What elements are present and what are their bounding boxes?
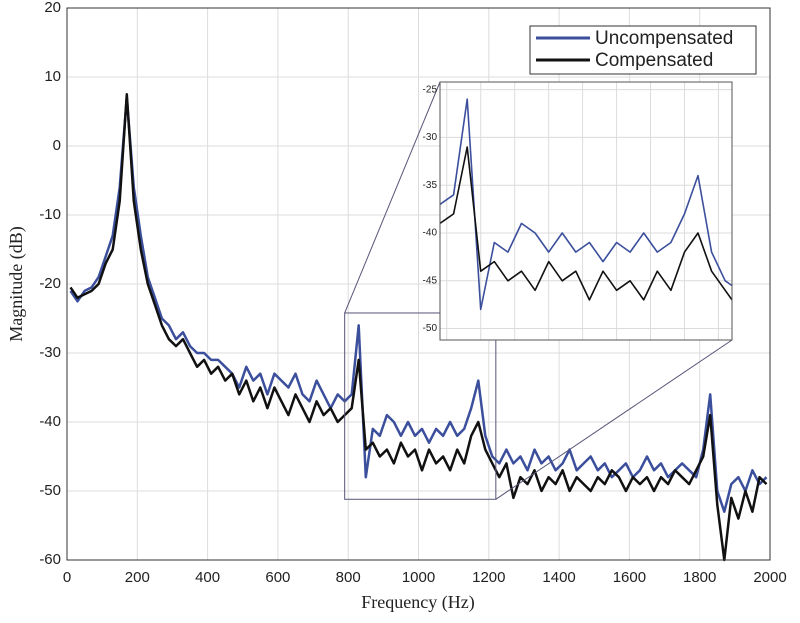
inset-y-tick-label: -35: [423, 180, 438, 191]
x-tick-label: 200: [125, 569, 150, 586]
x-tick-label: 1000: [402, 569, 435, 586]
series-line: [440, 98, 732, 311]
inset-y-tick-label: -30: [423, 132, 438, 143]
plot-frame: [66, 7, 771, 561]
y-tick-label: -10: [39, 206, 61, 223]
x-tick-label: 2000: [753, 569, 786, 586]
legend-label: Uncompensated: [595, 28, 733, 49]
y-tick-label: -20: [39, 275, 61, 292]
series-line: [69, 96, 768, 513]
inset-lines: [440, 98, 732, 311]
x-tick-label: 800: [336, 569, 361, 586]
legend-box: [529, 25, 757, 75]
y-tick-label: 20: [44, 0, 61, 16]
y-tick-label: -50: [39, 482, 61, 499]
x-tick-label: 600: [265, 569, 290, 586]
x-tick-label: 1800: [683, 569, 716, 586]
x-axis-label: Frequency (Hz): [361, 592, 474, 613]
inset-background: [440, 82, 732, 340]
x-tick-label: 1400: [542, 569, 575, 586]
inset-y-tick-label: -40: [423, 228, 438, 239]
series-line: [69, 93, 768, 562]
series-line: [440, 146, 732, 302]
x-tick-label: 400: [195, 569, 220, 586]
inset-y-tick-label: -25: [423, 84, 438, 95]
y-tick-label: -40: [39, 413, 61, 430]
inset-frame: [439, 81, 733, 341]
x-tick-label: 0: [63, 569, 71, 586]
legend-label: Compensated: [595, 50, 713, 71]
y-tick-label: 0: [53, 137, 61, 154]
x-tick-label: 1600: [613, 569, 646, 586]
inset-y-tick-label: -50: [423, 323, 438, 334]
x-tick-label: 1200: [472, 569, 505, 586]
y-tick-label: 10: [44, 68, 61, 85]
zoom-connector: [495, 339, 733, 500]
y-tick-label: -60: [39, 551, 61, 568]
y-axis-label: Magnitude (dB): [6, 226, 27, 341]
y-tick-label: -30: [39, 344, 61, 361]
inset-y-tick-label: -45: [423, 275, 438, 286]
zoom-connector: [344, 81, 441, 314]
zoom-box: [344, 312, 497, 500]
